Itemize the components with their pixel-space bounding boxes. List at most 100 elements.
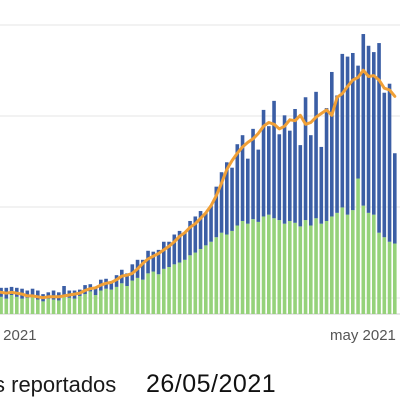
bar-segment-upper [209,205,213,242]
x-tick-label: may 2021 [330,327,396,344]
moving-average-line [0,68,397,300]
bar-segment-lower [41,301,45,314]
bar-segment-upper [377,43,381,233]
bar-segment-lower [151,271,156,314]
bar-segment-lower [135,277,140,314]
bar-segment-lower [177,262,182,314]
bar-segment-lower [288,220,292,314]
bar-segment-upper [30,288,35,297]
bar-segment-lower [146,273,150,314]
bar-segment-lower [20,298,24,314]
bar-segment-lower [62,296,66,314]
bar-segment-lower [330,216,334,314]
bar-segment-lower [78,295,82,314]
bar-segment-upper [393,153,397,244]
bar-segment-lower [251,219,255,314]
bar-segment-lower [272,218,276,314]
bar-segment-lower [356,178,360,314]
chart-caption: s reportados 26/05/2021 [0,370,400,400]
bar-segment-upper [267,126,271,215]
bar-segment-lower [303,220,308,314]
bar-segment-lower [361,205,366,314]
bar-segment-lower [167,267,171,314]
bar-segment-upper [246,158,250,224]
bar-segment-upper [324,108,329,221]
bar-segment-lower [51,299,56,314]
bar-segment-lower [393,243,397,314]
bar-segment-upper [125,273,129,287]
report-date: 26/05/2021 [146,370,277,398]
bar-segment-upper [183,232,187,260]
bar-segment-upper [366,45,371,213]
bar-segment-lower [114,286,119,314]
bar-segment-upper [167,241,171,268]
caption-label: s reportados [0,372,117,397]
bar-segment-upper [319,146,324,224]
bar-segment-lower [372,214,376,314]
bar-segment-lower [15,296,19,314]
bar-segment-upper [162,241,166,269]
bar-segment-upper [198,211,203,249]
bar-segment-upper [293,108,297,223]
bar-segment-upper [387,83,392,242]
bar-segment-lower [4,298,9,314]
bar-segment-lower [183,259,187,314]
bar-segment-lower [240,220,245,314]
bar-segment-lower [314,218,318,314]
bar-segment-lower [125,286,129,314]
bar-segment-lower [225,234,229,314]
bar-segment-lower [104,288,108,314]
bar-segment-upper [172,234,177,265]
bar-segment-upper [382,92,387,238]
bar-segment-upper [146,250,150,274]
bar-segment-upper [36,290,40,300]
bar-segment-upper [141,259,145,280]
bar-segment-lower [246,223,250,314]
bar-segment-lower [156,274,161,314]
bar-segment-lower [319,223,324,314]
bar-segment-upper [188,220,192,256]
bar-segment-lower [209,241,213,314]
bar-segment-lower [345,214,350,314]
chart-svg: r 2021 may 2021 [0,24,400,344]
bar-segment-upper [235,144,240,226]
bar-segment-upper [282,115,287,224]
bar-segment-upper [298,145,303,227]
bar-segment-lower [46,298,51,314]
bar-segment-lower [120,283,124,314]
bar-segment-lower [382,237,387,314]
bar-segment-upper [314,91,318,219]
bar-segment-upper [225,162,229,235]
bar-segment-lower [130,280,135,314]
bar-segment-lower [282,223,287,314]
bar-segment-lower [387,241,392,314]
bar-segment-upper [256,149,261,222]
bar-segment-upper [219,172,224,233]
bar-segment-lower [204,245,208,314]
bar-segment-upper [372,52,376,215]
bar-segment-lower [235,225,240,314]
bar-segment-upper [109,281,114,290]
bar-segment-lower [351,210,355,314]
bar-segment-upper [277,134,282,221]
bar-segment-upper [177,230,182,263]
bar-segment-upper [156,249,161,275]
bar-segment-lower [93,295,98,314]
bar-segment-lower [141,279,145,314]
bar-segment-upper [356,65,360,179]
bar-segment-lower [25,297,30,314]
bar-segment-lower [256,221,261,314]
bar-segment-upper [335,95,339,213]
bar-segment-lower [335,212,339,314]
bar-segment-upper [261,109,266,217]
bar-segment-upper [330,71,334,217]
bar-segment-lower [277,220,282,314]
bar-segment-upper [204,212,208,246]
x-tick-label: r 2021 [0,327,37,344]
bar-segment-lower [99,290,103,314]
bar-segment-lower [214,237,219,314]
bar-segment-lower [9,295,14,314]
bar-segment-upper [351,52,355,211]
bar-segment-lower [109,289,114,314]
bar-segment-upper [214,186,219,238]
